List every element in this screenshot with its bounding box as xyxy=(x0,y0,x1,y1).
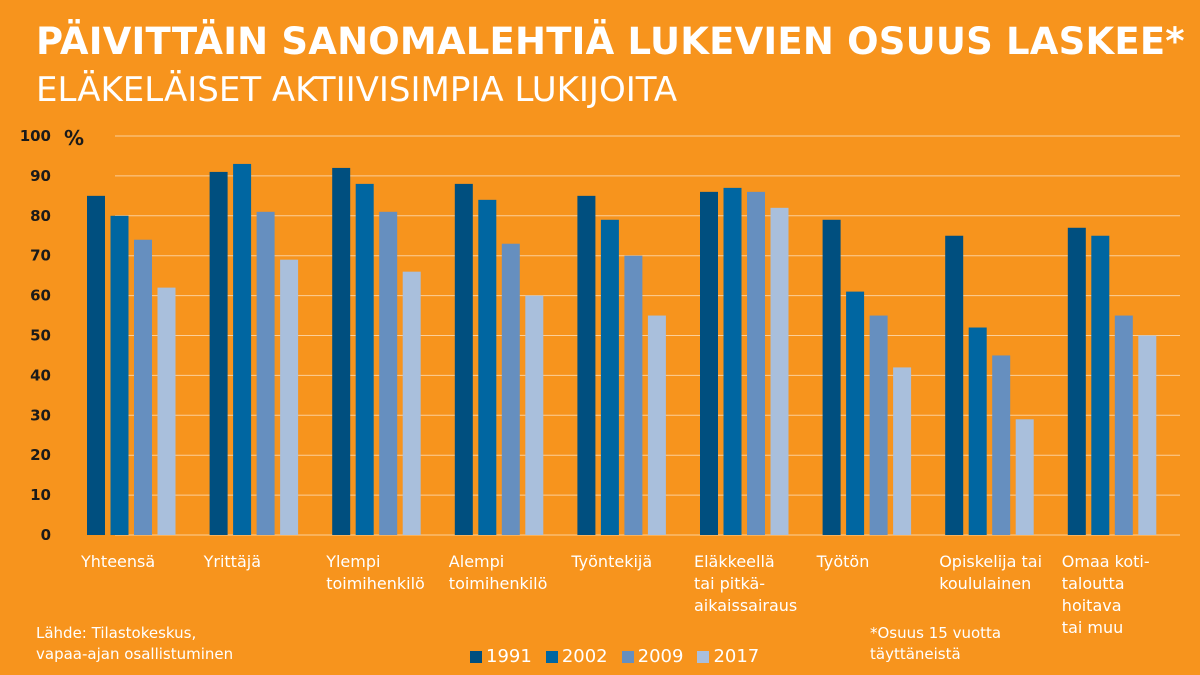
legend-item-2017: 2017 xyxy=(697,646,759,667)
y-tick-label: 60 xyxy=(30,287,51,305)
category-label-line: tai pitkä- xyxy=(694,574,766,593)
bar-2017-8 xyxy=(1138,335,1157,535)
category-label: Työntekijä xyxy=(571,551,652,573)
bar-2002-8 xyxy=(1091,235,1110,535)
y-tick-label: 40 xyxy=(30,366,51,384)
bar-2017-2 xyxy=(402,271,421,535)
category-label-line: tai muu xyxy=(1061,618,1124,637)
legend-label: 2002 xyxy=(561,646,608,667)
category-label: Alempi toimihenkilö xyxy=(449,551,548,595)
bar-2009-7 xyxy=(992,355,1011,535)
category-label-line: toimihenkilö xyxy=(448,574,548,593)
chart-title: PÄIVITTÄIN SANOMALEHTIÄ LUKEVIEN OSUUS L… xyxy=(36,20,1185,63)
legend-item-2009: 2009 xyxy=(621,646,684,667)
bar-2017-7 xyxy=(1015,419,1034,535)
y-tick-label: 90 xyxy=(30,167,51,185)
category-label-line: Ylempi xyxy=(326,552,381,571)
legend-swatch xyxy=(621,650,634,663)
y-tick-label: 0 xyxy=(41,526,51,544)
legend-label: 1991 xyxy=(486,646,532,667)
bar-2002-4 xyxy=(600,219,619,536)
bar-2002-7 xyxy=(968,327,987,535)
category-label-line: Eläkkeellä xyxy=(694,552,775,571)
footnote: *Osuus 15 vuotta täyttäneistä xyxy=(870,623,1001,665)
bar-2002-1 xyxy=(233,163,252,535)
bar-1991-0 xyxy=(87,195,105,535)
y-tick-label: 100 xyxy=(20,127,51,145)
bar-1991-3 xyxy=(454,183,473,535)
source-note: Lähde: Tilastokeskus, vapaa-ajan osallis… xyxy=(36,623,233,665)
footnote-line-2: täyttäneistä xyxy=(870,645,961,663)
bar-2017-1 xyxy=(280,259,299,535)
category-label: Ylempi toimihenkilö xyxy=(326,551,425,595)
bar-2017-6 xyxy=(893,367,912,535)
bar-2009-2 xyxy=(379,211,398,535)
legend-label: 2017 xyxy=(713,646,760,667)
category-label: Työtön xyxy=(817,551,870,573)
bar-2017-0 xyxy=(157,287,176,535)
y-tick-label: 30 xyxy=(30,406,51,424)
category-label: Eläkkeellä tai pitkä-aikaissairaus xyxy=(694,551,797,617)
bar-2017-4 xyxy=(647,315,666,535)
bar-1991-5 xyxy=(700,191,718,536)
bar-1991-1 xyxy=(209,171,228,535)
y-tick-label: 10 xyxy=(30,486,51,504)
chart-subtitle: ELÄKELÄISET AKTIIVISIMPIA LUKIJOITA xyxy=(36,70,678,110)
bar-1991-2 xyxy=(332,167,351,536)
legend-item-1991: 1991 xyxy=(470,646,532,667)
bar-2017-5 xyxy=(770,207,789,535)
category-label-line: koululainen xyxy=(939,574,1032,593)
category-label-line: Yrittäjä xyxy=(203,552,261,571)
bar-2009-8 xyxy=(1114,315,1133,535)
bar-2009-4 xyxy=(624,255,643,535)
bar-2009-3 xyxy=(501,243,520,536)
bar-2002-5 xyxy=(723,187,742,535)
category-label-line: Omaa koti- xyxy=(1061,552,1150,571)
legend: 1991 2002 2009 2017 xyxy=(470,646,773,667)
bar-2002-0 xyxy=(110,215,129,536)
legend-label: 2009 xyxy=(637,646,684,667)
category-label-line: aikaissairaus xyxy=(694,596,798,615)
legend-swatch xyxy=(470,650,482,663)
source-line-1: Lähde: Tilastokeskus, xyxy=(36,624,197,642)
category-label-line: Työntekijä xyxy=(571,552,653,571)
legend-swatch xyxy=(545,650,558,663)
bar-1991-8 xyxy=(1067,227,1086,535)
legend-item-2002: 2002 xyxy=(545,646,608,667)
category-label: Yrittäjä xyxy=(204,551,261,573)
bar-2009-5 xyxy=(747,191,765,536)
category-label-line: Opiskelija tai xyxy=(939,552,1043,571)
y-axis-unit: % xyxy=(64,126,84,150)
category-label-line: Yhteensä xyxy=(81,552,156,571)
category-label-line: Alempi xyxy=(448,552,505,571)
bar-2002-6 xyxy=(846,291,865,535)
category-label: Omaa koti-taloutta hoitava tai muu xyxy=(1062,551,1150,639)
y-tick-label: 70 xyxy=(30,247,51,265)
bar-2009-1 xyxy=(256,211,275,535)
category-label-line: Työtön xyxy=(816,552,870,571)
category-label-line: hoitava xyxy=(1061,596,1122,615)
legend-swatch xyxy=(697,650,710,663)
footnote-line-1: *Osuus 15 vuotta xyxy=(870,624,1002,642)
y-tick-label: 80 xyxy=(30,207,51,225)
category-label: Yhteensä xyxy=(81,551,155,573)
source-line-2: vapaa-ajan osallistuminen xyxy=(36,645,234,663)
bar-2017-3 xyxy=(525,295,544,535)
bar-2002-2 xyxy=(355,183,374,535)
y-tick-label: 50 xyxy=(30,327,51,345)
bar-1991-6 xyxy=(822,219,841,536)
bar-2009-6 xyxy=(869,315,888,535)
category-label-line: taloutta xyxy=(1061,574,1125,593)
bar-2009-0 xyxy=(134,239,152,536)
category-label-line: toimihenkilö xyxy=(326,574,425,593)
bar-1991-4 xyxy=(577,195,596,535)
category-label: Opiskelija tai koululainen xyxy=(939,551,1042,595)
y-tick-label: 20 xyxy=(30,446,51,464)
bar-1991-7 xyxy=(945,235,964,535)
bar-2002-3 xyxy=(478,199,497,535)
